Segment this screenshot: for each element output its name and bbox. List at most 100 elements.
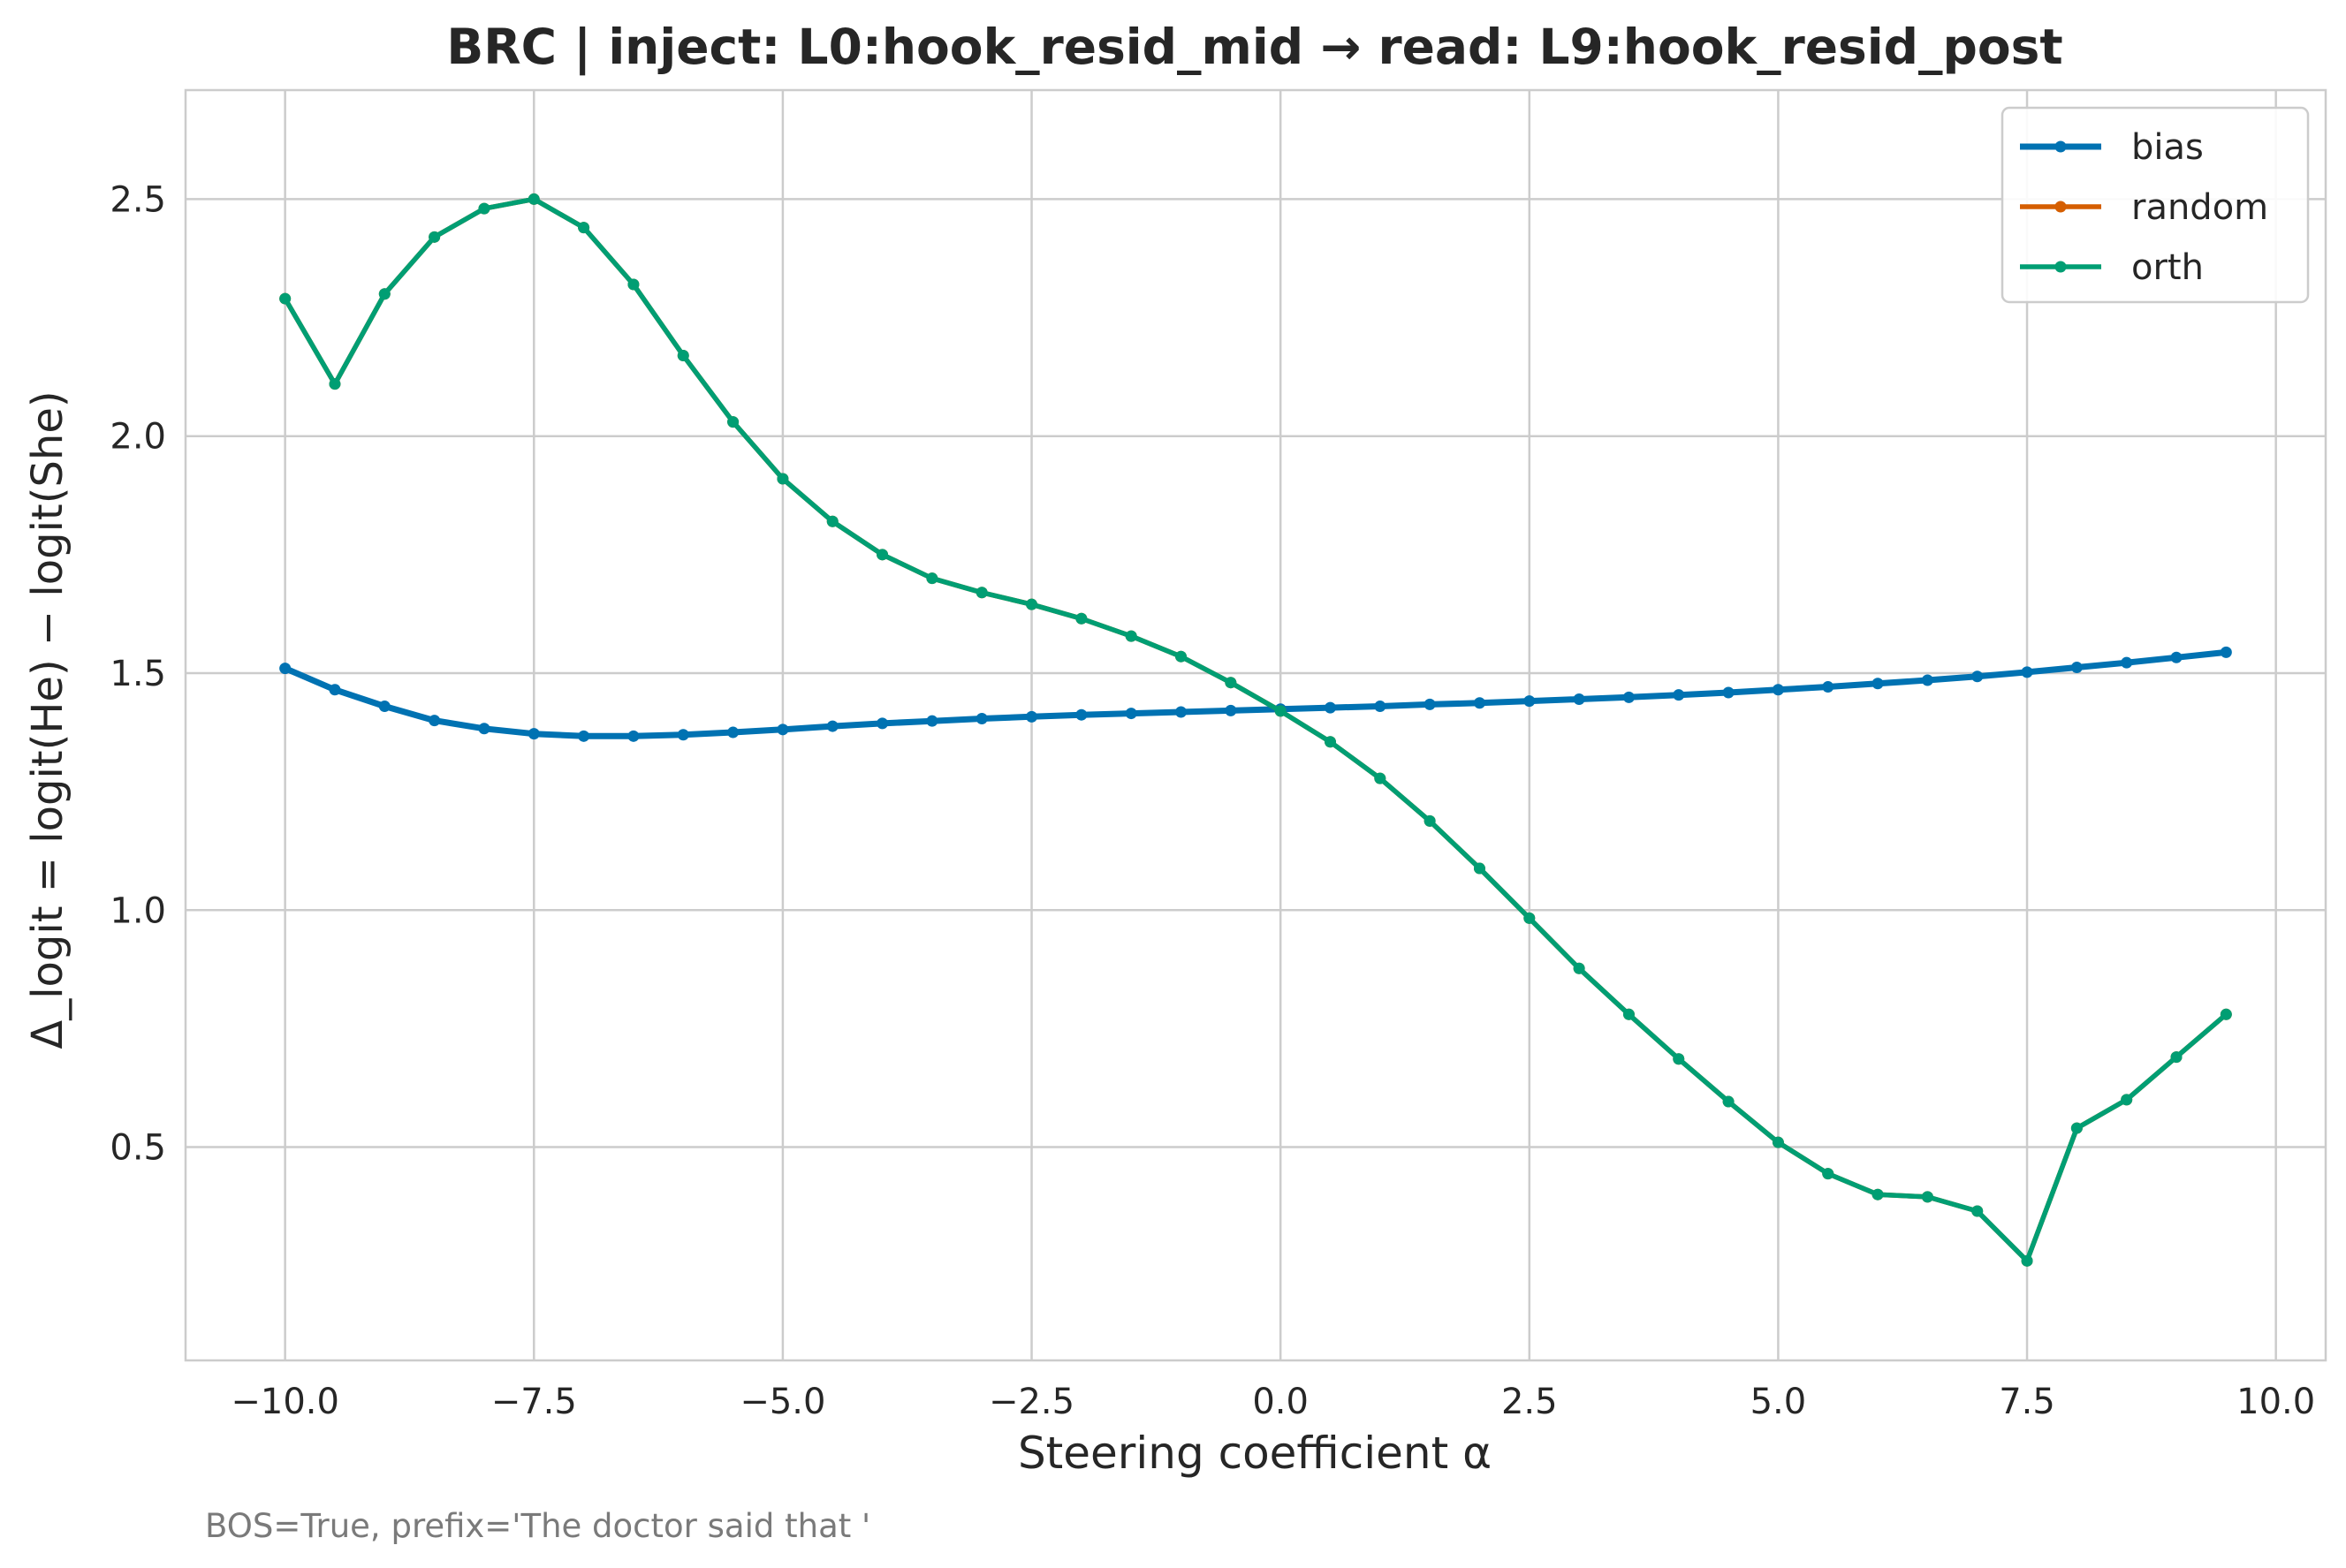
tick-labels: −10.0 −7.5 −5.0 −2.5 0.0 2.5 5.0 7.5 10.0 0.5 1.0 1… xyxy=(110,179,2315,1422)
data-point-bias xyxy=(1324,701,1336,714)
series-bias xyxy=(279,646,2232,742)
data-point-bias xyxy=(1722,686,1735,699)
y-tick-label: 1.5 xyxy=(110,654,166,694)
data-point-orth xyxy=(877,549,889,561)
data-point-bias xyxy=(279,663,292,675)
data-point-orth xyxy=(1622,1008,1635,1020)
data-point-orth xyxy=(1026,598,1038,610)
data-point-bias xyxy=(578,730,590,742)
data-point-orth xyxy=(1374,772,1386,784)
footnote: BOS=True, prefix='The doctor said that ' xyxy=(205,1507,870,1545)
y-tick-label: 2.5 xyxy=(110,179,166,220)
data-point-orth xyxy=(2121,1094,2133,1106)
data-point-orth xyxy=(279,292,292,305)
data-point-bias xyxy=(329,684,341,696)
data-point-orth xyxy=(976,587,988,599)
legend-label-bias: bias xyxy=(2131,127,2204,168)
data-point-bias xyxy=(1075,708,1088,721)
data-point-bias xyxy=(1573,693,1585,705)
data-point-bias xyxy=(1473,697,1485,709)
data-point-orth xyxy=(378,288,391,300)
data-point-orth xyxy=(1523,912,1536,924)
data-point-orth xyxy=(1175,650,1188,663)
series-line-bias xyxy=(282,648,2229,739)
data-point-bias xyxy=(478,723,490,735)
grid xyxy=(186,90,2326,1360)
chart-title: BRC | inject: L0:hook_resid_mid → read: … xyxy=(446,19,2062,76)
data-point-bias xyxy=(677,729,689,741)
data-point-orth xyxy=(1075,612,1088,625)
data-point-bias xyxy=(1871,678,1884,690)
data-point-bias xyxy=(2070,662,2083,674)
x-tick-label: 7.5 xyxy=(1999,1382,2055,1422)
series-orth xyxy=(279,193,2232,1267)
data-point-bias xyxy=(877,717,889,730)
axes-frame xyxy=(184,88,2327,1362)
data-point-orth xyxy=(777,473,789,485)
data-point-bias xyxy=(2220,646,2232,658)
data-point-orth xyxy=(1225,677,1237,689)
x-tick-label: −7.5 xyxy=(491,1382,577,1422)
data-point-orth xyxy=(1772,1136,1784,1148)
data-point-orth xyxy=(727,416,740,428)
x-tick-label: −5.0 xyxy=(740,1382,825,1422)
data-point-orth xyxy=(578,222,590,234)
data-point-bias xyxy=(1225,704,1237,716)
data-point-orth xyxy=(528,193,540,205)
data-point-orth xyxy=(1971,1205,1984,1217)
data-point-bias xyxy=(1523,695,1536,708)
data-point-orth xyxy=(1722,1095,1735,1108)
data-point-bias xyxy=(1026,710,1038,723)
y-tick-label: 1.0 xyxy=(110,890,166,931)
data-point-bias xyxy=(1822,681,1834,693)
y-tick-label: 0.5 xyxy=(110,1128,166,1169)
data-point-bias xyxy=(627,730,640,742)
data-point-orth xyxy=(2220,1008,2232,1020)
data-point-bias xyxy=(1971,670,1984,683)
data-point-bias xyxy=(1175,706,1188,718)
data-point-bias xyxy=(378,701,391,713)
y-tick-label: 2.0 xyxy=(110,417,166,458)
data-point-bias xyxy=(1125,708,1137,720)
data-point-bias xyxy=(727,726,740,739)
data-point-orth xyxy=(329,378,341,390)
legend-label-random: random xyxy=(2131,187,2268,228)
x-axis-label: Steering coefficient α xyxy=(1018,1428,1492,1479)
legend-box xyxy=(2001,106,2310,304)
legend-marker-random xyxy=(2054,201,2067,213)
y-axis-label: Δ_logit = logit(He) − logit(She) xyxy=(23,390,72,1049)
data-point-bias xyxy=(826,720,839,732)
data-point-bias xyxy=(1921,674,1933,686)
data-point-bias xyxy=(976,712,988,724)
data-point-orth xyxy=(1573,962,1585,974)
data-point-orth xyxy=(478,202,490,215)
data-point-bias xyxy=(2021,666,2033,678)
data-point-bias xyxy=(926,715,938,727)
data-point-orth xyxy=(1274,705,1287,717)
data-point-bias xyxy=(2170,651,2183,663)
data-point-orth xyxy=(1673,1053,1685,1065)
data-point-bias xyxy=(1673,689,1685,701)
data-point-bias xyxy=(2121,656,2133,669)
data-point-orth xyxy=(1921,1191,1933,1203)
data-point-bias xyxy=(1374,701,1386,713)
data-point-bias xyxy=(528,728,540,740)
data-point-orth xyxy=(429,231,441,243)
data-point-orth xyxy=(677,349,689,361)
data-point-orth xyxy=(1125,630,1137,642)
data-point-orth xyxy=(627,278,640,291)
data-point-bias xyxy=(429,715,441,727)
data-point-bias xyxy=(1772,684,1784,696)
data-point-bias xyxy=(1424,698,1436,710)
data-point-orth xyxy=(2021,1254,2033,1267)
data-point-bias xyxy=(1622,691,1635,703)
series-layer xyxy=(279,193,2232,1267)
x-tick-label: 2.5 xyxy=(1501,1382,1558,1422)
data-point-orth xyxy=(1871,1188,1884,1201)
data-point-orth xyxy=(926,572,938,585)
x-tick-label: −2.5 xyxy=(989,1382,1074,1422)
x-tick-label: −10.0 xyxy=(231,1382,339,1422)
data-point-orth xyxy=(1473,862,1485,875)
